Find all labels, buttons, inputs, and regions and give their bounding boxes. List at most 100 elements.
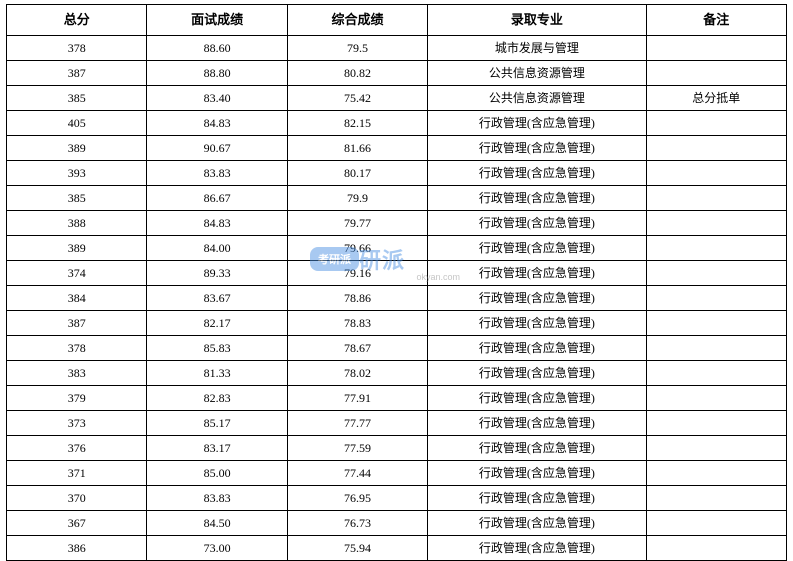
table-cell: 80.17 — [287, 161, 427, 186]
table-cell — [646, 211, 786, 236]
table-row: 37489.3379.16行政管理(含应急管理) — [7, 261, 787, 286]
table-cell: 83.17 — [147, 436, 287, 461]
table-row: 37885.8378.67行政管理(含应急管理) — [7, 336, 787, 361]
table-row: 38586.6779.9行政管理(含应急管理) — [7, 186, 787, 211]
table-cell: 76.73 — [287, 511, 427, 536]
table-cell: 77.77 — [287, 411, 427, 436]
table-cell: 公共信息资源管理 — [428, 61, 646, 86]
table-cell: 387 — [7, 311, 147, 336]
table-cell: 公共信息资源管理 — [428, 86, 646, 111]
table-cell: 79.77 — [287, 211, 427, 236]
header-row: 总分 面试成绩 综合成绩 录取专业 备注 — [7, 5, 787, 36]
table-cell: 84.00 — [147, 236, 287, 261]
score-table: 总分 面试成绩 综合成绩 录取专业 备注 37888.6079.5城市发展与管理… — [6, 4, 787, 561]
col-remarks: 备注 — [646, 5, 786, 36]
table-cell — [646, 386, 786, 411]
table-row: 38990.6781.66行政管理(含应急管理) — [7, 136, 787, 161]
table-cell: 78.86 — [287, 286, 427, 311]
table-cell: 82.15 — [287, 111, 427, 136]
table-cell: 82.17 — [147, 311, 287, 336]
table-row: 37982.8377.91行政管理(含应急管理) — [7, 386, 787, 411]
table-row: 36784.5076.73行政管理(含应急管理) — [7, 511, 787, 536]
table-row: 39383.8380.17行政管理(含应急管理) — [7, 161, 787, 186]
table-cell: 81.66 — [287, 136, 427, 161]
table-cell: 行政管理(含应急管理) — [428, 436, 646, 461]
table-cell: 行政管理(含应急管理) — [428, 136, 646, 161]
table-cell: 行政管理(含应急管理) — [428, 461, 646, 486]
table-cell: 行政管理(含应急管理) — [428, 311, 646, 336]
table-cell: 378 — [7, 336, 147, 361]
table-cell: 77.91 — [287, 386, 427, 411]
table-cell: 行政管理(含应急管理) — [428, 511, 646, 536]
table-cell: 行政管理(含应急管理) — [428, 386, 646, 411]
table-body: 37888.6079.5城市发展与管理38788.8080.82公共信息资源管理… — [7, 36, 787, 561]
table-cell — [646, 511, 786, 536]
table-row: 38483.6778.86行政管理(含应急管理) — [7, 286, 787, 311]
table-cell — [646, 236, 786, 261]
table-cell — [646, 61, 786, 86]
table-cell: 行政管理(含应急管理) — [428, 336, 646, 361]
table-cell: 77.59 — [287, 436, 427, 461]
table-cell: 行政管理(含应急管理) — [428, 161, 646, 186]
table-cell: 83.83 — [147, 161, 287, 186]
table-cell: 389 — [7, 236, 147, 261]
table-cell: 行政管理(含应急管理) — [428, 186, 646, 211]
table-cell: 82.83 — [147, 386, 287, 411]
table-cell: 388 — [7, 211, 147, 236]
table-cell: 378 — [7, 36, 147, 61]
table-cell: 84.83 — [147, 211, 287, 236]
table-cell: 73.00 — [147, 536, 287, 561]
table-row: 38884.8379.77行政管理(含应急管理) — [7, 211, 787, 236]
table-row: 38782.1778.83行政管理(含应急管理) — [7, 311, 787, 336]
table-row: 37888.6079.5城市发展与管理 — [7, 36, 787, 61]
table-cell: 83.83 — [147, 486, 287, 511]
table-cell: 80.82 — [287, 61, 427, 86]
table-cell: 85.83 — [147, 336, 287, 361]
table-cell: 86.67 — [147, 186, 287, 211]
table-cell: 79.9 — [287, 186, 427, 211]
table-row: 38583.4075.42公共信息资源管理总分抵单 — [7, 86, 787, 111]
table-cell: 77.44 — [287, 461, 427, 486]
table-cell: 79.66 — [287, 236, 427, 261]
table-cell: 376 — [7, 436, 147, 461]
table-cell: 90.67 — [147, 136, 287, 161]
table-cell — [646, 111, 786, 136]
table-cell: 393 — [7, 161, 147, 186]
table-cell — [646, 486, 786, 511]
table-cell — [646, 286, 786, 311]
table-row: 38984.0079.66行政管理(含应急管理) — [7, 236, 787, 261]
table-cell: 城市发展与管理 — [428, 36, 646, 61]
table-cell: 374 — [7, 261, 147, 286]
table-cell: 387 — [7, 61, 147, 86]
table-cell: 371 — [7, 461, 147, 486]
table-cell: 379 — [7, 386, 147, 411]
table-cell: 367 — [7, 511, 147, 536]
table-cell — [646, 336, 786, 361]
table-cell — [646, 136, 786, 161]
table-cell: 405 — [7, 111, 147, 136]
table-cell: 75.94 — [287, 536, 427, 561]
table-cell: 行政管理(含应急管理) — [428, 411, 646, 436]
table-cell — [646, 361, 786, 386]
table-cell: 373 — [7, 411, 147, 436]
table-cell: 78.67 — [287, 336, 427, 361]
table-row: 38673.0075.94行政管理(含应急管理) — [7, 536, 787, 561]
table-cell — [646, 536, 786, 561]
table-cell: 81.33 — [147, 361, 287, 386]
table-cell: 85.00 — [147, 461, 287, 486]
table-cell: 84.83 — [147, 111, 287, 136]
table-cell: 389 — [7, 136, 147, 161]
table-cell: 386 — [7, 536, 147, 561]
table-cell — [646, 261, 786, 286]
table-header: 总分 面试成绩 综合成绩 录取专业 备注 — [7, 5, 787, 36]
table-cell: 78.83 — [287, 311, 427, 336]
table-cell — [646, 161, 786, 186]
col-interview-score: 面试成绩 — [147, 5, 287, 36]
table-cell: 385 — [7, 86, 147, 111]
table-cell: 78.02 — [287, 361, 427, 386]
table-cell — [646, 186, 786, 211]
table-cell: 79.16 — [287, 261, 427, 286]
table-cell: 行政管理(含应急管理) — [428, 486, 646, 511]
table-cell: 88.80 — [147, 61, 287, 86]
table-row: 37385.1777.77行政管理(含应急管理) — [7, 411, 787, 436]
